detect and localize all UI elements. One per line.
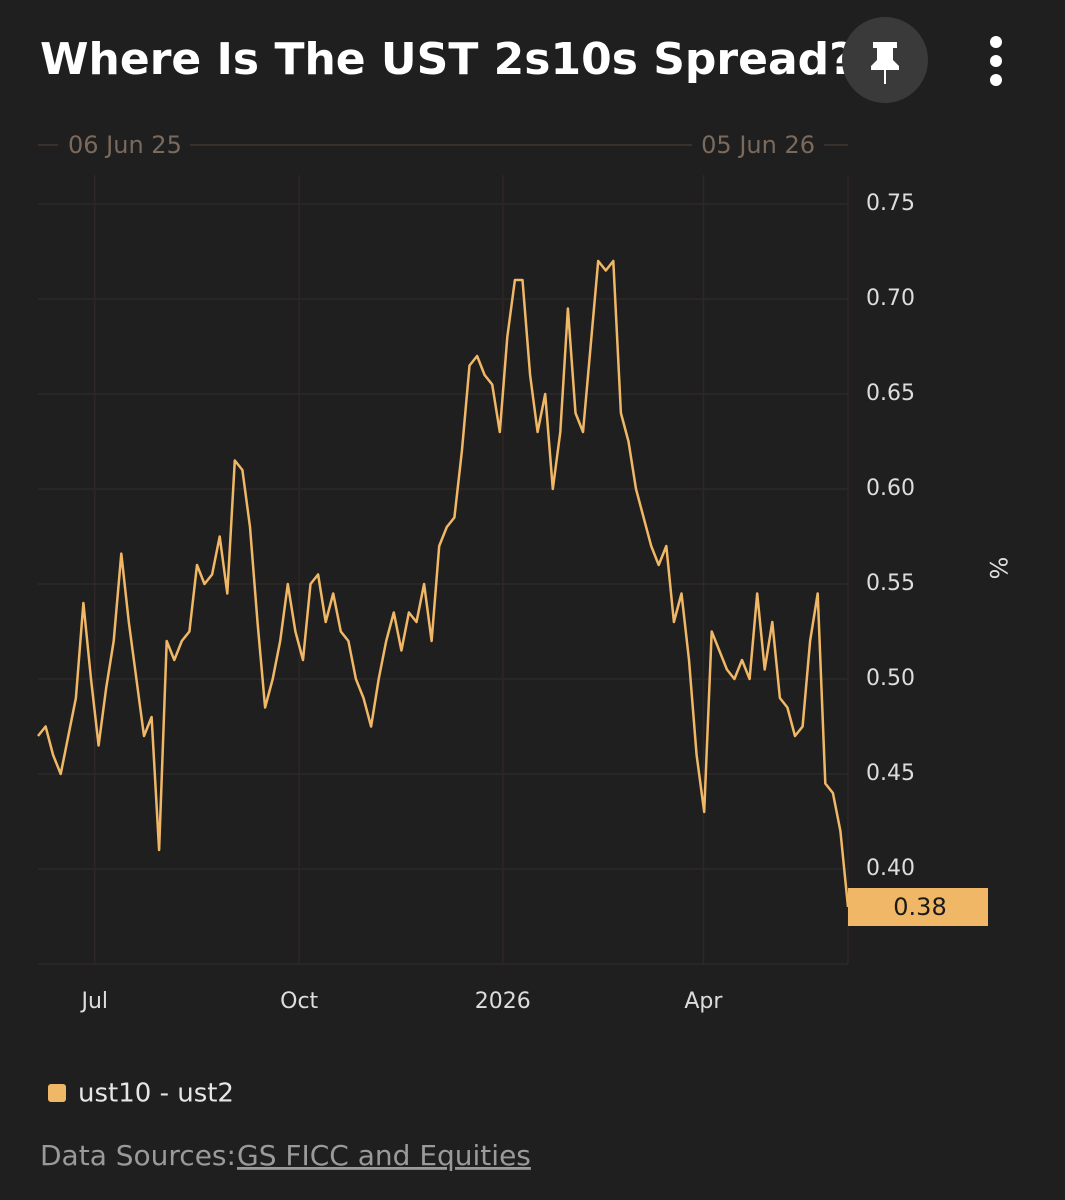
x-tick-label: 2026 [475, 989, 531, 1014]
chart-title: Where Is The UST 2s10s Spread? [40, 34, 855, 85]
range-start: 06 Jun 25 [68, 131, 182, 159]
range-label-bg [58, 130, 190, 160]
pin-button[interactable] [842, 17, 928, 103]
menu-dot [990, 74, 1002, 86]
menu-button[interactable] [990, 36, 1002, 86]
menu-dot [990, 36, 1002, 48]
range-end: 05 Jun 26 [701, 131, 815, 159]
y-axis-label: % [984, 557, 1012, 580]
last-value-box [848, 888, 988, 926]
legend-swatch [48, 1084, 66, 1102]
range-label-bg [692, 130, 824, 160]
source-link[interactable]: GS FICC and Equities [237, 1139, 531, 1172]
pin-icon [871, 42, 899, 84]
y-tick-label: 0.55 [866, 571, 915, 596]
x-tick-label: Jul [80, 989, 109, 1014]
y-tick-label: 0.50 [866, 666, 915, 691]
y-tick-label: 0.60 [866, 476, 915, 501]
y-tick-label: 0.65 [866, 381, 915, 406]
y-tick-label: 0.40 [866, 856, 915, 881]
y-tick-label: 0.45 [866, 761, 915, 786]
y-tick-label: 0.75 [866, 191, 915, 216]
series-line [37, 259, 850, 908]
legend-label[interactable]: ust10 - ust2 [78, 1079, 234, 1109]
x-tick-label: Apr [684, 989, 723, 1014]
last-value-label: 0.38 [893, 893, 946, 921]
footer-label: Data Sources: [40, 1139, 236, 1172]
menu-dot [990, 55, 1002, 67]
x-tick-label: Oct [280, 989, 318, 1014]
plot: 0.40 0.45 0.50 0.55 0.60 0.65 0.70 0.75 Jul Oct 20… [37, 175, 988, 1014]
y-tick-label: 0.70 [866, 286, 915, 311]
